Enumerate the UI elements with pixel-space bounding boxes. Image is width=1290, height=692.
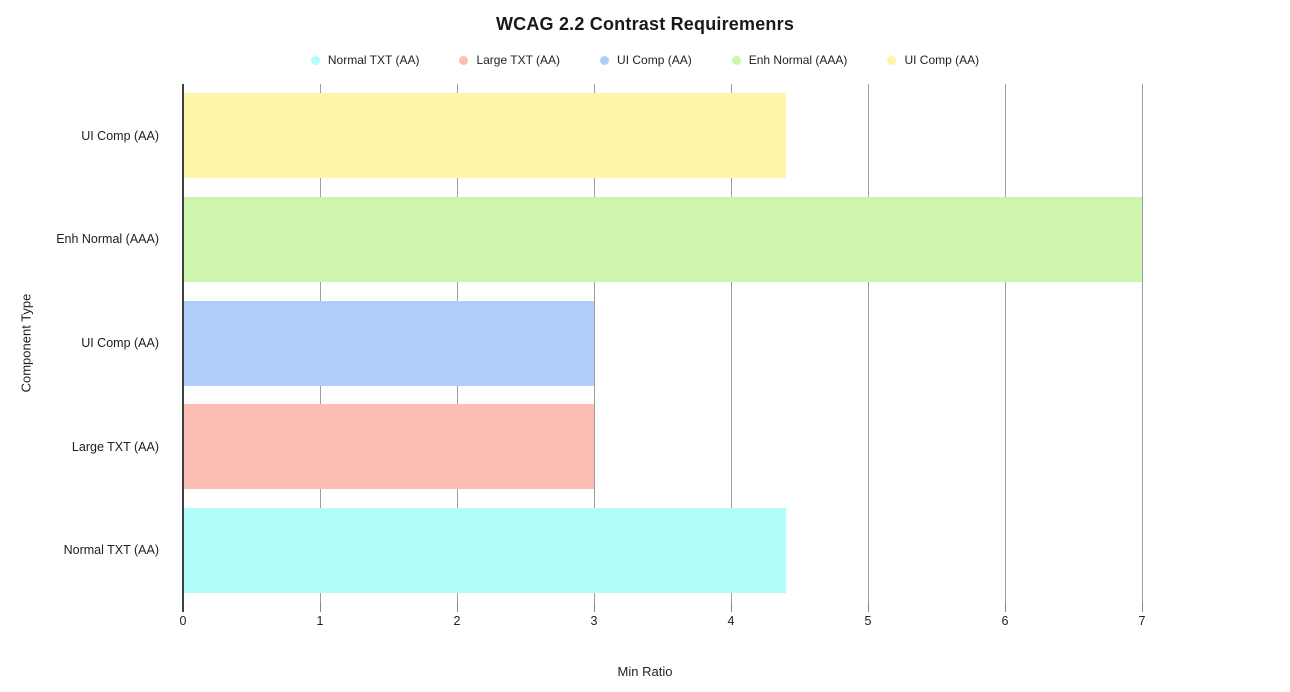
bar-4 xyxy=(183,404,594,490)
x-tick-label-4: 4 xyxy=(727,614,735,628)
tick-mark-x-1 xyxy=(320,602,321,612)
legend-item-1: Normal TXT (AA) xyxy=(310,53,420,67)
tick-mark-x-6 xyxy=(1005,602,1006,612)
legend-dot-icon xyxy=(731,55,741,65)
x-tick-label-1: 1 xyxy=(316,614,324,628)
tick-mark-x-2 xyxy=(457,602,458,612)
y-axis-line xyxy=(182,84,184,612)
legend-item-2: Large TXT (AA) xyxy=(459,53,560,67)
plot-area xyxy=(182,84,1245,612)
x-axis-labels: 0 1 2 3 4 5 6 7 xyxy=(179,612,1245,630)
bar-2 xyxy=(183,196,1142,282)
legend-label: Large TXT (AA) xyxy=(476,53,561,67)
x-tick-label-6: 6 xyxy=(1001,614,1009,628)
legend-item-4: Enh Normal (AAA) xyxy=(731,53,848,67)
chart-title: WCAG 2.2 Contrast Requiremenrs xyxy=(495,14,795,34)
x-tick-label-7: 7 xyxy=(1138,614,1146,628)
legend-item-5: UI Comp (AA) xyxy=(887,53,979,67)
tick-mark-x-4 xyxy=(731,602,732,612)
tick-mark-x-7 xyxy=(1142,602,1143,612)
legend-label: UI Comp (AA) xyxy=(904,53,980,67)
x-tick-label-5: 5 xyxy=(864,614,872,628)
gridline-x-4 xyxy=(731,84,732,602)
y-tick-label-4: Large TXT (AA) xyxy=(71,439,159,454)
bar-5 xyxy=(183,507,786,593)
y-tick-label-5: Normal TXT (AA) xyxy=(63,543,159,558)
legend-item-3: UI Comp (AA) xyxy=(600,53,692,67)
legend-dot-icon xyxy=(459,55,469,65)
legend-label: Normal TXT (AA) xyxy=(327,53,420,67)
bar-1 xyxy=(183,93,786,179)
gridline-x-7 xyxy=(1142,84,1143,602)
legend-dot-icon xyxy=(310,55,320,65)
y-tick-label-3: UI Comp (AA) xyxy=(81,336,159,350)
gridline-x-6 xyxy=(1005,84,1006,602)
tick-mark-x-5 xyxy=(868,602,869,612)
x-axis-title: Min Ratio xyxy=(617,664,673,679)
bar-3 xyxy=(183,300,594,386)
y-tick-label-2: Enh Normal (AAA) xyxy=(56,232,159,247)
legend: Normal TXT (AA) Large TXT (AA) UI Comp (AA… xyxy=(0,53,1290,67)
legend-dot-icon xyxy=(600,55,610,65)
tick-mark-x-3 xyxy=(594,602,595,612)
legend-label: UI Comp (AA) xyxy=(617,53,692,67)
legend-dot-icon xyxy=(887,55,897,65)
gridline-x-5 xyxy=(868,84,869,602)
x-tick-label-2: 2 xyxy=(453,614,461,628)
gridline-x-3 xyxy=(594,84,595,602)
x-tick-label-3: 3 xyxy=(590,614,598,628)
y-tick-label-1: UI Comp (AA) xyxy=(81,128,159,143)
x-tick-label-0: 0 xyxy=(179,614,187,628)
legend-label: Enh Normal (AAA) xyxy=(748,53,848,67)
y-axis-labels: UI Comp (AA) Enh Normal (AAA) UI Comp (AA)… xyxy=(0,84,159,602)
